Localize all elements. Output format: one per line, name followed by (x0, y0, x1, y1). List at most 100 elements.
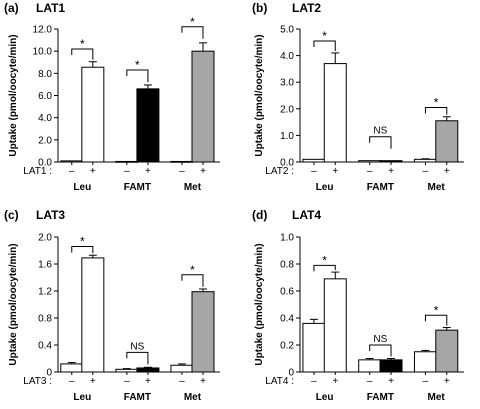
not-significant-label: NS (130, 341, 144, 352)
condition-sign: + (200, 166, 206, 177)
significance-star: * (190, 263, 195, 277)
significance-star: * (80, 234, 85, 248)
bar-leu-minus (302, 158, 326, 163)
bar-met-minus (170, 364, 194, 373)
category-label: Met (184, 392, 202, 403)
y-tick-label: 0.4 (38, 341, 52, 352)
y-axis-label: Uptake (pmol/oocyte/min) (8, 243, 19, 365)
panel-label: (c) (4, 208, 19, 222)
y-tick-label: 0.2 (280, 341, 294, 352)
panel-lat3: (c) LAT3 Uptake (pmol/oocyte/min) 0 0.4 0.8 1.… (4, 208, 220, 403)
condition-sign: + (145, 376, 151, 387)
condition-sign: – (124, 376, 130, 387)
y-tick-label: 6.0 (38, 91, 52, 102)
y-tick-label: 1.2 (38, 287, 52, 298)
y-tick-label: 0.0 (280, 158, 294, 169)
y-tick-label: 5.0 (280, 25, 294, 36)
y-tick-label: 0.6 (280, 287, 294, 298)
y-tick-label: 3.0 (280, 78, 294, 89)
panel-lat2: (b) LAT2 Uptake (pmol/oocyte/min) 0.0 1.0 2.0… (252, 1, 464, 193)
category-label: Leu (316, 392, 334, 403)
condition-sign: + (90, 166, 96, 177)
panel-label: (b) (252, 1, 267, 15)
y-tick-label: 8.0 (38, 69, 52, 80)
category-label: Met (184, 182, 202, 193)
y-tick-label: 0.8 (280, 260, 294, 271)
condition-sign: + (145, 166, 151, 177)
category-label: FAMT (367, 182, 394, 193)
bar-leu-minus (302, 322, 326, 373)
y-tick-label: 4.0 (280, 51, 294, 62)
category-label: Leu (316, 182, 334, 193)
category-label: FAMT (367, 392, 394, 403)
y-tick-label: 2.0 (280, 104, 294, 115)
panel-title: LAT2 (292, 1, 321, 15)
condition-sign: + (332, 376, 338, 387)
panel-lat1: (a) LAT1 Uptake (pmol/oocyte/min) 0.0 2.0 4.0… (4, 1, 220, 193)
significance-bracket (126, 351, 149, 365)
not-significant-label: NS (373, 334, 387, 345)
significance-bracket (369, 136, 392, 149)
condition-sign: – (69, 166, 75, 177)
condition-sign: – (367, 166, 373, 177)
bar-leu-plus (323, 278, 347, 373)
y-tick-label: 4.0 (38, 113, 52, 124)
significance-star: * (190, 15, 195, 29)
significance-bracket (424, 106, 448, 115)
bar-met-minus (413, 158, 437, 163)
condition-sign: – (311, 376, 317, 387)
panel-label: (a) (4, 1, 19, 15)
bar-famt-plus (136, 88, 160, 163)
y-tick-label: 1.0 (280, 233, 294, 244)
category-label: Leu (73, 182, 91, 193)
condition-sign: – (423, 166, 429, 177)
y-tick-label: 0 (46, 368, 52, 379)
bar-famt-plus (136, 367, 160, 373)
bar-met-plus (435, 120, 459, 163)
not-significant-label: NS (373, 126, 387, 137)
y-tick-label: 10.0 (33, 47, 53, 58)
bar-met-plus (191, 291, 215, 373)
condition-row-label: LAT3 : (23, 376, 52, 387)
y-tick-label: 0.0 (38, 158, 52, 169)
significance-star: * (322, 253, 327, 267)
significance-bracket (181, 274, 204, 287)
y-tick-label: 1.6 (38, 260, 52, 271)
bar-met-minus (413, 351, 437, 373)
panel-lat4: (d) LAT4 Uptake (pmol/oocyte/min) 0 0.2 0.4 0.… (252, 208, 464, 403)
condition-sign: – (179, 166, 185, 177)
category-label: Leu (73, 392, 91, 403)
significance-star: * (322, 29, 327, 43)
category-label: Met (428, 392, 446, 403)
condition-sign: + (444, 166, 450, 177)
y-axis-label: Uptake (pmol/oocyte/min) (254, 243, 265, 365)
condition-sign: – (423, 376, 429, 387)
bar-famt-minus (358, 160, 382, 163)
condition-row-label: LAT1 : (23, 166, 52, 177)
y-tick-label: 0.8 (38, 314, 52, 325)
significance-bracket (424, 314, 448, 326)
significance-star: * (135, 58, 140, 72)
condition-sign: + (388, 166, 394, 177)
bar-met-plus (435, 329, 459, 373)
bar-leu-plus (81, 257, 105, 373)
bar-leu-plus (323, 63, 347, 163)
significance-bracket (369, 344, 392, 357)
significance-bracket (181, 26, 204, 39)
bar-famt-minus (115, 368, 139, 373)
y-tick-label: 1.0 (280, 131, 294, 142)
condition-row-label: LAT4 : (265, 376, 294, 387)
bar-met-plus (191, 50, 215, 163)
bar-leu-minus (60, 363, 84, 373)
category-label: FAMT (124, 392, 151, 403)
y-tick-label: 0.4 (280, 314, 294, 325)
category-label: FAMT (124, 182, 151, 193)
y-axis-label: Uptake (pmol/oocyte/min) (254, 34, 265, 156)
condition-sign: + (200, 376, 206, 387)
category-label: Met (428, 182, 446, 193)
condition-sign: + (388, 376, 394, 387)
y-tick-label: 0 (288, 368, 294, 379)
y-tick-label: 2.0 (38, 233, 52, 244)
panel-title: LAT4 (292, 208, 321, 222)
